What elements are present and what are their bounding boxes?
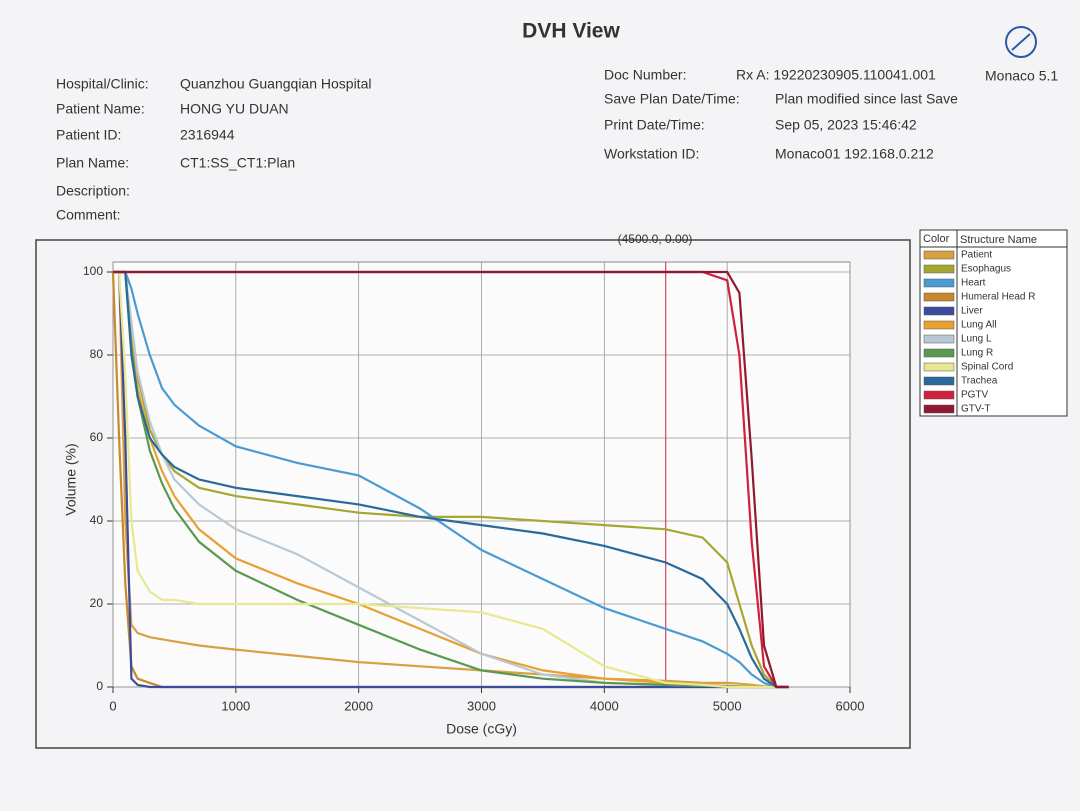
- field-value: Sep 05, 2023 15:46:42: [775, 117, 917, 133]
- x-tick-label: 6000: [836, 698, 865, 713]
- field-label: Save Plan Date/Time:: [604, 91, 740, 107]
- legend-label: GTV-T: [961, 404, 990, 415]
- legend-swatch: [923, 334, 955, 344]
- y-tick-label: 20: [90, 596, 104, 610]
- field-value: 2316944: [180, 127, 235, 143]
- legend-label: Lung R: [961, 348, 993, 359]
- legend-header: Color: [923, 233, 950, 245]
- x-tick-label: 1000: [221, 698, 250, 713]
- x-tick-label: 3000: [467, 698, 496, 713]
- legend-swatch: [923, 404, 955, 414]
- logo-line: [1011, 33, 1031, 51]
- legend-label: Lung All: [961, 320, 997, 331]
- legend-swatch: [923, 278, 955, 288]
- field-label: Doc Number:: [604, 67, 686, 83]
- field-value: Plan modified since last Save: [775, 91, 958, 107]
- y-tick-label: 0: [96, 679, 103, 693]
- field-label: Comment:: [56, 207, 121, 223]
- series-line: [113, 270, 789, 689]
- legend-label: Heart: [961, 278, 986, 289]
- x-tick-label: 4000: [590, 698, 619, 713]
- legend-swatch: [923, 376, 955, 386]
- chart-frame: [35, 239, 911, 749]
- y-tick-label: 80: [90, 347, 104, 361]
- x-tick-label: 0: [109, 698, 116, 713]
- field-label: Hospital/Clinic:: [56, 76, 149, 92]
- legend-swatch: [923, 390, 955, 400]
- legend-label: Humeral Head R: [961, 292, 1035, 303]
- field-label: Print Date/Time:: [604, 117, 705, 133]
- x-axis-label: Dose (cGy): [446, 721, 517, 737]
- legend-swatch: [923, 306, 955, 316]
- x-tick-label: 2000: [344, 698, 373, 713]
- field-label: Patient ID:: [56, 127, 121, 143]
- field-label: Patient Name:: [56, 101, 145, 117]
- legend-swatch: [923, 250, 955, 260]
- series-line: [113, 270, 789, 689]
- y-tick-label: 100: [83, 264, 103, 278]
- field-value: Monaco01 192.168.0.212: [775, 146, 934, 162]
- y-tick-label: 40: [90, 513, 104, 527]
- field-value: CT1:SS_CT1:Plan: [180, 155, 295, 171]
- series-line: [113, 270, 789, 689]
- legend-label: Liver: [961, 306, 983, 317]
- legend-swatch: [923, 348, 955, 358]
- legend-label: Trachea: [961, 376, 998, 387]
- field-value: Quanzhou Guangqian Hospital: [180, 76, 371, 92]
- title: DVH View: [522, 20, 620, 43]
- legend-swatch: [923, 362, 955, 372]
- field-value: HONG YU DUAN: [180, 101, 289, 117]
- x-tick-label: 5000: [713, 698, 742, 713]
- logo: [1005, 26, 1037, 58]
- y-axis-label: Volume (%): [63, 443, 79, 515]
- legend-swatch: [923, 292, 955, 302]
- legend-label: Esophagus: [961, 264, 1011, 275]
- legend-header: Structure Name: [960, 234, 1037, 246]
- legend-label: Patient: [961, 250, 992, 261]
- legend-swatch: [923, 264, 955, 274]
- field-label: Plan Name:: [56, 155, 129, 171]
- field-label: Workstation ID:: [604, 146, 699, 162]
- series-line: [113, 270, 789, 689]
- field-value: Rx A: 19220230905.110041.001: [736, 67, 936, 83]
- legend-label: PGTV: [961, 390, 989, 401]
- annotation: (4500.0, 0.00): [618, 232, 693, 246]
- field-label: Description:: [56, 183, 130, 199]
- legend-swatch: [923, 320, 955, 330]
- y-tick-label: 60: [90, 430, 104, 444]
- product: Monaco 5.1: [985, 68, 1058, 84]
- legend-label: Lung L: [961, 334, 992, 345]
- legend-label: Spinal Cord: [961, 362, 1013, 373]
- series-line: [113, 270, 789, 689]
